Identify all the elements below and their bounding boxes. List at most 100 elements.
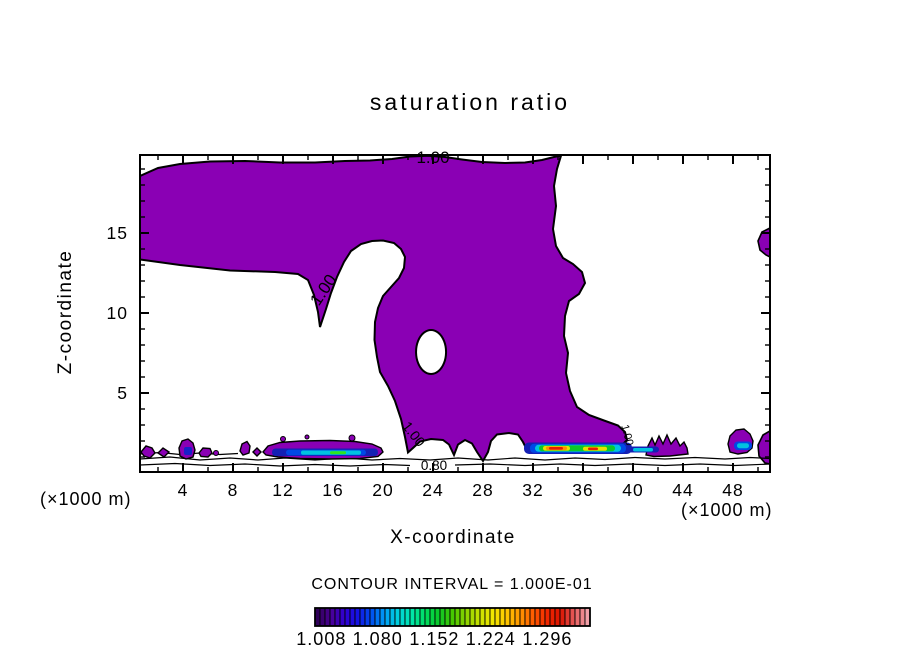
colorbar-cell xyxy=(439,607,446,627)
colorbar-cell xyxy=(409,607,416,627)
x-axis-label: X-coordinate xyxy=(390,527,516,548)
colorbar-tick-label: 1.296 xyxy=(522,629,572,649)
ground-blob xyxy=(239,440,251,456)
supersaturation-core xyxy=(549,447,563,450)
colorbar-cell xyxy=(569,607,576,627)
colorbar-cell xyxy=(564,607,571,627)
colorbar-cell xyxy=(484,607,491,627)
ground-blob-dot xyxy=(304,434,310,440)
ground-blob xyxy=(645,433,689,458)
colorbar-border xyxy=(314,607,591,627)
ground-blob xyxy=(140,445,156,459)
colorbar-cell xyxy=(399,607,406,627)
colorbar-cell xyxy=(449,607,456,627)
contour-layers xyxy=(140,155,770,467)
colorbar-cell xyxy=(374,607,381,627)
colorbar-cell xyxy=(549,607,556,627)
y-tick-label: 5 xyxy=(117,383,128,403)
colorbar-cell xyxy=(394,607,401,627)
plot-title: saturation ratio xyxy=(369,89,571,115)
supersaturation-core xyxy=(184,447,192,455)
x-tick-label: 48 xyxy=(722,480,743,500)
colorbar-cell xyxy=(339,607,346,627)
supersaturation-core xyxy=(330,451,346,455)
x-tick-label: 16 xyxy=(322,480,343,500)
contour-value-label: 1.00 xyxy=(618,423,635,447)
colorbar-cell xyxy=(514,607,521,627)
colorbar-cell xyxy=(469,607,476,627)
colorbar-cell xyxy=(319,607,326,627)
colorbar-cell xyxy=(329,607,336,627)
ground-contour-line xyxy=(454,463,770,467)
colorbar-tick-label: 1.008 xyxy=(296,629,346,649)
saturation-region xyxy=(140,155,629,463)
x-tick-label: 12 xyxy=(272,480,293,500)
ground-blob xyxy=(156,447,171,458)
supersaturation-core xyxy=(737,443,749,449)
colorbar-cell xyxy=(489,607,496,627)
supersaturation-core xyxy=(633,448,653,452)
colorbar-cell xyxy=(459,607,466,627)
colorbar-cell xyxy=(539,607,546,627)
colorbar-cell xyxy=(454,607,461,627)
colorbar-cell xyxy=(509,607,516,627)
colorbar-cell xyxy=(534,607,541,627)
x-tick-label: 32 xyxy=(522,480,543,500)
x-tick-label: 24 xyxy=(422,480,443,500)
ground-blob xyxy=(198,447,213,458)
colorbar: 1.008 1.080 1.152 1.224 1.296 xyxy=(296,607,591,649)
ground-blob-dot xyxy=(280,436,286,442)
contour-value-label: 1.00 xyxy=(416,148,449,167)
colorbar-cell xyxy=(359,607,366,627)
x-tick-label: 44 xyxy=(672,480,693,500)
x-tick-label: 8 xyxy=(228,480,239,500)
colorbar-cell xyxy=(529,607,536,627)
colorbar-cell xyxy=(379,607,386,627)
supersaturation-core xyxy=(588,447,598,451)
colorbar-cell xyxy=(574,607,581,627)
colorbar-cell xyxy=(404,607,411,627)
colorbar-cell xyxy=(579,607,586,627)
colorbar-cell xyxy=(504,607,511,627)
y-axis-label: Z-coordinate xyxy=(55,249,76,375)
ground-blob xyxy=(252,447,262,457)
colorbar-cell xyxy=(544,607,551,627)
colorbar-cell xyxy=(369,607,376,627)
colorbar-cell xyxy=(524,607,531,627)
contour-value-label: 0.80 xyxy=(421,458,447,473)
colorbar-cell xyxy=(389,607,396,627)
colorbar-cell xyxy=(479,607,486,627)
colorbar-cell xyxy=(519,607,526,627)
x-unit-label-left: (×1000 m) xyxy=(40,489,132,509)
colorbar-cell xyxy=(474,607,481,627)
saturation-patch xyxy=(757,430,770,465)
x-tick-label: 28 xyxy=(472,480,493,500)
colorbar-cell xyxy=(384,607,391,627)
colorbar-cell xyxy=(424,607,431,627)
colorbar-cell xyxy=(334,607,341,627)
ground-contour-line xyxy=(140,456,770,461)
colorbar-cell xyxy=(324,607,331,627)
contour-interval-note: CONTOUR INTERVAL = 1.000E-01 xyxy=(311,576,593,593)
x-unit-label-right: (×1000 m) xyxy=(681,500,773,520)
y-tick-label: 15 xyxy=(107,223,128,243)
x-tick-label: 36 xyxy=(572,480,593,500)
x-tick-label: 40 xyxy=(622,480,643,500)
colorbar-tick-label: 1.080 xyxy=(353,629,403,649)
colorbar-cell xyxy=(429,607,436,627)
ground-blob-dot xyxy=(213,450,219,456)
colorbar-cell xyxy=(444,607,451,627)
colorbar-cell xyxy=(344,607,351,627)
colorbar-cell xyxy=(559,607,566,627)
x-tick-label: 20 xyxy=(372,480,393,500)
colorbar-cell xyxy=(464,607,471,627)
colorbar-tick-label: 1.224 xyxy=(466,629,516,649)
colorbar-cell xyxy=(414,607,421,627)
x-tick-label: 4 xyxy=(178,480,189,500)
ground-blob-dot xyxy=(348,434,356,442)
colorbar-cell xyxy=(349,607,356,627)
colorbar-tick-label: 1.152 xyxy=(409,629,459,649)
colorbar-cell xyxy=(354,607,361,627)
